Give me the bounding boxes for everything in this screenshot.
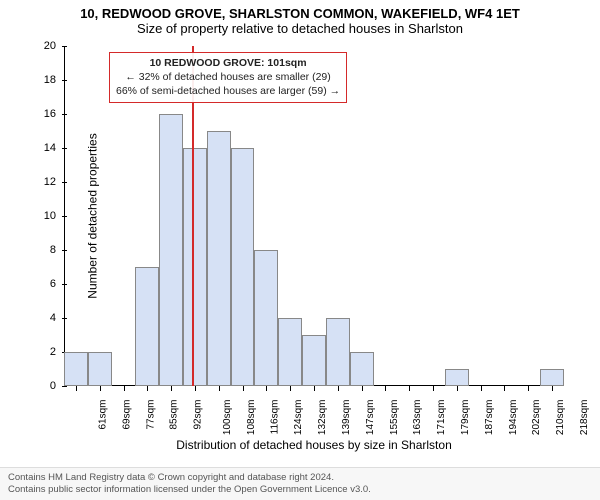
histogram-bar	[302, 335, 326, 386]
y-tick	[62, 250, 67, 251]
x-tick-label: 155sqm	[389, 400, 400, 436]
x-tick	[528, 386, 529, 391]
y-tick	[62, 46, 67, 47]
y-tick-label: 4	[50, 312, 56, 324]
y-tick-label: 16	[44, 108, 56, 120]
x-tick-label: 132sqm	[317, 400, 328, 436]
x-tick	[385, 386, 386, 391]
x-tick-label: 187sqm	[484, 400, 495, 436]
x-tick	[124, 386, 125, 391]
x-tick	[195, 386, 196, 391]
x-tick-label: 108sqm	[246, 400, 257, 436]
x-tick-label: 210sqm	[555, 400, 566, 436]
x-tick	[552, 386, 553, 391]
y-tick-label: 20	[44, 40, 56, 52]
x-tick	[147, 386, 148, 391]
y-tick	[62, 284, 67, 285]
x-tick	[100, 386, 101, 391]
annotation-line: 10 REDWOOD GROVE: 101sqm	[116, 56, 340, 70]
histogram-bar	[540, 369, 564, 386]
x-tick-label: 171sqm	[436, 400, 447, 436]
x-axis-title: Distribution of detached houses by size …	[64, 438, 564, 452]
x-tick-label: 139sqm	[341, 400, 352, 436]
x-tick	[457, 386, 458, 391]
license-footer: Contains HM Land Registry data © Crown c…	[0, 467, 600, 500]
histogram-bar	[278, 318, 302, 386]
x-tick-label: 116sqm	[269, 400, 280, 435]
x-tick-label: 218sqm	[579, 400, 590, 436]
x-tick	[171, 386, 172, 391]
histogram-bar	[159, 114, 183, 386]
x-tick	[362, 386, 363, 391]
title-subtitle: Size of property relative to detached ho…	[0, 21, 600, 36]
histogram-bar	[88, 352, 112, 386]
x-tick-label: 85sqm	[169, 400, 180, 430]
y-tick-label: 0	[50, 380, 56, 392]
x-tick	[409, 386, 410, 391]
y-tick-label: 8	[50, 244, 56, 256]
figure-root: 10, REDWOOD GROVE, SHARLSTON COMMON, WAK…	[0, 0, 600, 500]
x-tick-label: 163sqm	[413, 400, 424, 436]
annotation-box: 10 REDWOOD GROVE: 101sqm← 32% of detache…	[109, 52, 347, 103]
x-tick-label: 179sqm	[460, 400, 471, 436]
histogram-bar	[254, 250, 278, 386]
histogram-bar	[445, 369, 469, 386]
y-tick-label: 14	[44, 142, 56, 154]
y-tick-label: 18	[44, 74, 56, 86]
histogram-bar	[64, 352, 88, 386]
histogram-bar	[350, 352, 374, 386]
y-tick	[62, 216, 67, 217]
x-tick	[219, 386, 220, 391]
chart-area: 0246810121416182061sqm69sqm77sqm85sqm92s…	[40, 46, 580, 446]
histogram-bar	[135, 267, 159, 386]
histogram-bar	[231, 148, 255, 386]
x-tick	[266, 386, 267, 391]
x-tick	[504, 386, 505, 391]
y-tick-label: 10	[44, 210, 56, 222]
title-address: 10, REDWOOD GROVE, SHARLSTON COMMON, WAK…	[0, 6, 600, 21]
histogram-bar	[207, 131, 231, 386]
x-tick-label: 124sqm	[293, 400, 304, 436]
y-tick	[62, 114, 67, 115]
y-tick-label: 6	[50, 278, 56, 290]
footer-line1: Contains HM Land Registry data © Crown c…	[8, 472, 592, 484]
annotation-line: 66% of semi-detached houses are larger (…	[116, 84, 340, 98]
y-tick	[62, 318, 67, 319]
x-tick-label: 194sqm	[508, 400, 519, 436]
y-tick-label: 2	[50, 346, 56, 358]
footer-line2: Contains public sector information licen…	[8, 484, 592, 496]
x-tick-label: 61sqm	[97, 400, 108, 430]
x-tick	[433, 386, 434, 391]
histogram-bar	[326, 318, 350, 386]
histogram-bar	[183, 148, 207, 386]
x-tick-label: 69sqm	[121, 400, 132, 430]
title-block: 10, REDWOOD GROVE, SHARLSTON COMMON, WAK…	[0, 0, 600, 36]
x-tick	[481, 386, 482, 391]
x-tick	[243, 386, 244, 391]
x-tick	[338, 386, 339, 391]
plot-area: 0246810121416182061sqm69sqm77sqm85sqm92s…	[64, 46, 564, 386]
y-tick	[62, 386, 67, 387]
x-tick-label: 77sqm	[145, 400, 156, 430]
x-tick	[314, 386, 315, 391]
x-tick-label: 202sqm	[532, 400, 543, 436]
y-tick	[62, 148, 67, 149]
annotation-line: ← 32% of detached houses are smaller (29…	[116, 70, 340, 84]
x-tick	[76, 386, 77, 391]
x-tick-label: 147sqm	[365, 400, 376, 436]
y-tick	[62, 182, 67, 183]
y-tick-label: 12	[44, 176, 56, 188]
y-tick	[62, 80, 67, 81]
x-tick-label: 92sqm	[193, 400, 204, 430]
x-tick	[290, 386, 291, 391]
x-tick-label: 100sqm	[222, 400, 233, 436]
